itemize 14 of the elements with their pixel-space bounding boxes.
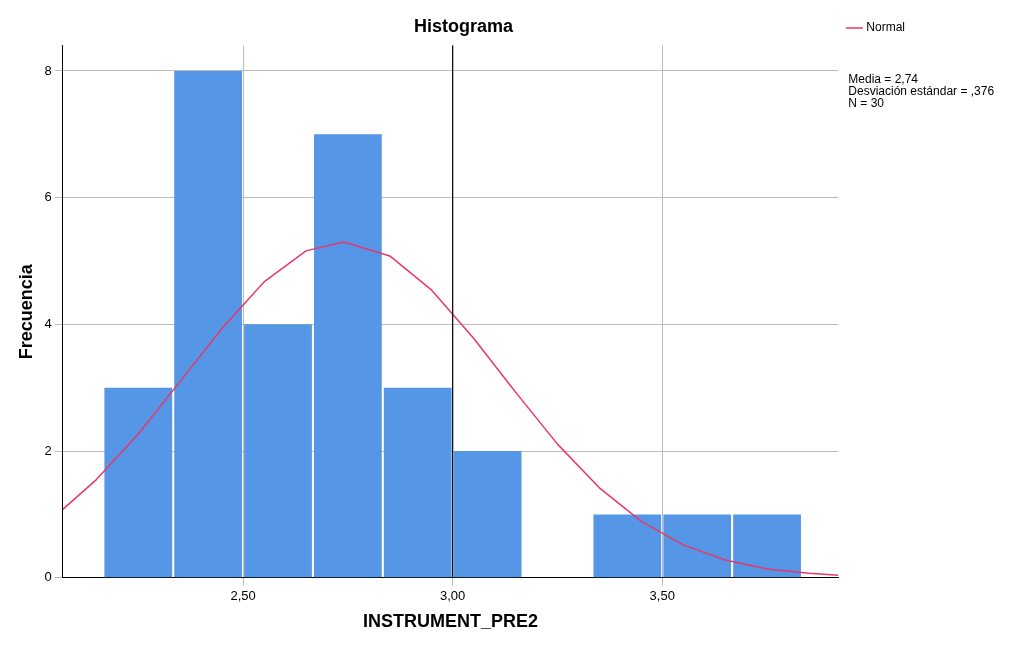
x-axis-title: INSTRUMENT_PRE2 [363, 611, 539, 632]
y-tick-label: 8 [44, 62, 52, 78]
text: N = 30 [848, 95, 885, 110]
y-axis-title: Frecuencia [15, 263, 36, 360]
y-tick-label: 4 [44, 315, 52, 331]
x-tick-label: 3,00 [440, 588, 466, 604]
text: Media = 2,74 [848, 71, 919, 86]
y-tick-label: 6 [44, 189, 52, 205]
y-tick-label: 2 [44, 442, 52, 458]
y-tick-label: 0 [44, 569, 52, 585]
x-tick-label: 2,50 [230, 588, 256, 604]
chart-title: Histograma [413, 15, 514, 36]
x-tick-label: 3,50 [649, 588, 675, 604]
legend-label: Normal [866, 20, 905, 35]
